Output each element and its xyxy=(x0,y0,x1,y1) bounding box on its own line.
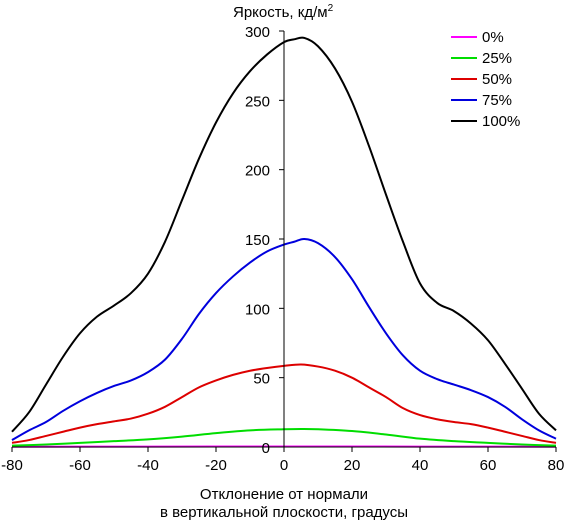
x-tick-label: -20 xyxy=(205,457,227,474)
x-tick-label: 0 xyxy=(280,457,288,474)
y-tick-label: 150 xyxy=(245,232,270,249)
series-line-25-percent xyxy=(11,427,557,447)
series-line-100-percent xyxy=(11,36,557,433)
legend-label: 75% xyxy=(482,92,512,109)
series-line-75-percent xyxy=(11,237,557,441)
x-tick-label: -80 xyxy=(1,457,23,474)
chart-title-superscript: 2 xyxy=(328,3,334,14)
x-axis-title-line1: Отклонение от нормали xyxy=(200,486,368,503)
x-tick-label: 80 xyxy=(548,457,565,474)
x-axis-title-line2: в вертикальной плоскости, градусы xyxy=(160,504,408,521)
x-axis-ticks: -80 -60 -40 -20 0 20 40 60 80 xyxy=(1,447,564,474)
x-tick-label: 40 xyxy=(412,457,429,474)
x-tick-label: -40 xyxy=(137,457,159,474)
y-tick-label: 200 xyxy=(245,163,270,180)
y-tick-label: 100 xyxy=(245,301,270,318)
x-tick-label: 20 xyxy=(344,457,361,474)
chart-title: Яркость, кд/м2 xyxy=(233,3,334,21)
chart-title-text: Яркость, кд/м xyxy=(233,4,328,21)
legend-label: 25% xyxy=(482,50,512,67)
legend-label: 100% xyxy=(482,113,520,130)
x-tick-label: 60 xyxy=(480,457,497,474)
legend-label: 50% xyxy=(482,71,512,88)
plot-area: -80 -60 -40 -20 0 20 40 60 80 0 50 100 150 200 250 300 xyxy=(1,24,564,474)
y-tick-label: 50 xyxy=(253,371,270,388)
y-tick-label: 250 xyxy=(245,93,270,110)
x-tick-label: -60 xyxy=(69,457,91,474)
y-axis-ticks: 0 50 100 150 200 250 300 xyxy=(245,24,284,457)
legend: 0% 25% 50% 75% 100% xyxy=(451,29,520,130)
y-tick-label: 300 xyxy=(245,24,270,41)
y-tick-label: 0 xyxy=(262,440,270,457)
legend-label: 0% xyxy=(482,29,504,46)
